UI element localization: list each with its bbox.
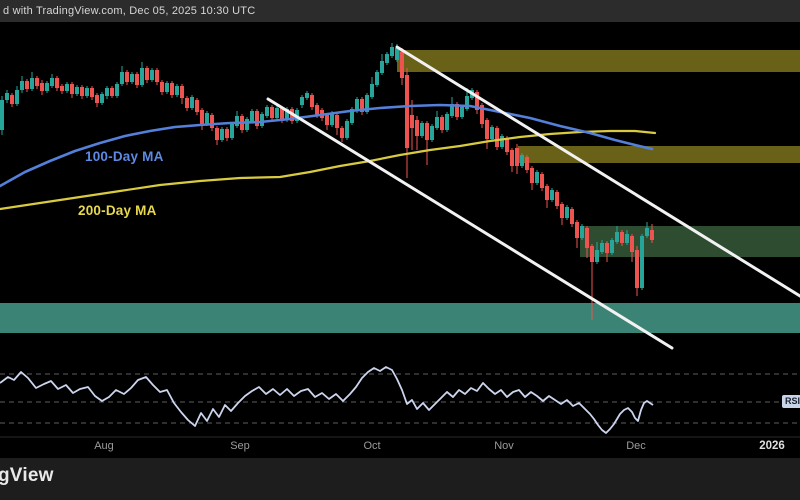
x-axis-label-nov: Nov <box>494 440 514 452</box>
tradingview-logo: gView <box>0 465 54 486</box>
x-axis-label-oct: Oct <box>363 440 381 452</box>
x-axis-label-aug: Aug <box>94 440 114 452</box>
footer-bar: gView <box>0 458 800 500</box>
channel-upper <box>395 45 800 298</box>
resistance-zone-upper <box>397 50 800 72</box>
rsi-line <box>0 366 654 434</box>
x-axis-label-year: 2026 <box>759 440 785 452</box>
attribution-text: d with TradingView.com, Dec 05, 2025 10:… <box>3 5 256 17</box>
support-zone-teal <box>0 303 800 333</box>
rsi-value-badge: RSI <box>782 395 800 408</box>
attribution-bar: d with TradingView.com, Dec 05, 2025 10:… <box>0 0 800 22</box>
x-axis-label-sep: Sep <box>230 440 250 452</box>
ma100-label: 100-Day MA <box>85 149 164 164</box>
channel-lower <box>266 97 674 350</box>
x-axis: Aug Sep Oct Nov Dec 2026 <box>0 440 800 456</box>
ma100-line <box>0 103 654 188</box>
x-axis-label-dec: Dec <box>626 440 646 452</box>
ma200-label: 200-Day MA <box>78 203 157 218</box>
resistance-zone-mid <box>518 146 800 163</box>
